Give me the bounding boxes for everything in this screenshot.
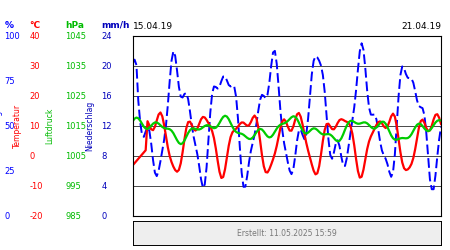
Text: 20: 20 (101, 62, 112, 71)
Text: %: % (4, 20, 13, 30)
Text: 50: 50 (4, 122, 15, 131)
Text: 75: 75 (4, 77, 15, 86)
Text: mm/h: mm/h (101, 20, 130, 30)
Text: 21.04.19: 21.04.19 (401, 22, 441, 31)
Text: 1005: 1005 (65, 152, 86, 161)
Text: 0: 0 (29, 152, 35, 161)
Text: 100: 100 (4, 32, 20, 41)
Text: 8: 8 (101, 152, 107, 161)
Text: 16: 16 (101, 92, 112, 101)
Text: 1025: 1025 (65, 92, 86, 101)
Text: °C: °C (29, 20, 40, 30)
Text: -10: -10 (29, 182, 43, 191)
Text: 15.04.19: 15.04.19 (133, 22, 173, 31)
Text: hPa: hPa (65, 20, 84, 30)
Text: Niederschlag: Niederschlag (86, 101, 94, 151)
Text: 0: 0 (101, 212, 107, 221)
Text: 995: 995 (65, 182, 81, 191)
Text: Erstellt: 11.05.2025 15:59: Erstellt: 11.05.2025 15:59 (237, 228, 337, 237)
Text: Luftfeuchtigkeit: Luftfeuchtigkeit (0, 96, 2, 156)
Text: -20: -20 (29, 212, 43, 221)
Text: Luftdruck: Luftdruck (45, 108, 54, 144)
Text: 10: 10 (29, 122, 40, 131)
Text: 0: 0 (4, 212, 10, 221)
Text: 1015: 1015 (65, 122, 86, 131)
Text: 20: 20 (29, 92, 40, 101)
Text: 40: 40 (29, 32, 40, 41)
Text: Temperatur: Temperatur (13, 104, 22, 148)
Text: 985: 985 (65, 212, 81, 221)
Text: 25: 25 (4, 167, 15, 176)
Text: 1045: 1045 (65, 32, 86, 41)
Text: 1035: 1035 (65, 62, 86, 71)
Text: 4: 4 (101, 182, 107, 191)
Text: 24: 24 (101, 32, 112, 41)
Text: 12: 12 (101, 122, 112, 131)
Text: 30: 30 (29, 62, 40, 71)
